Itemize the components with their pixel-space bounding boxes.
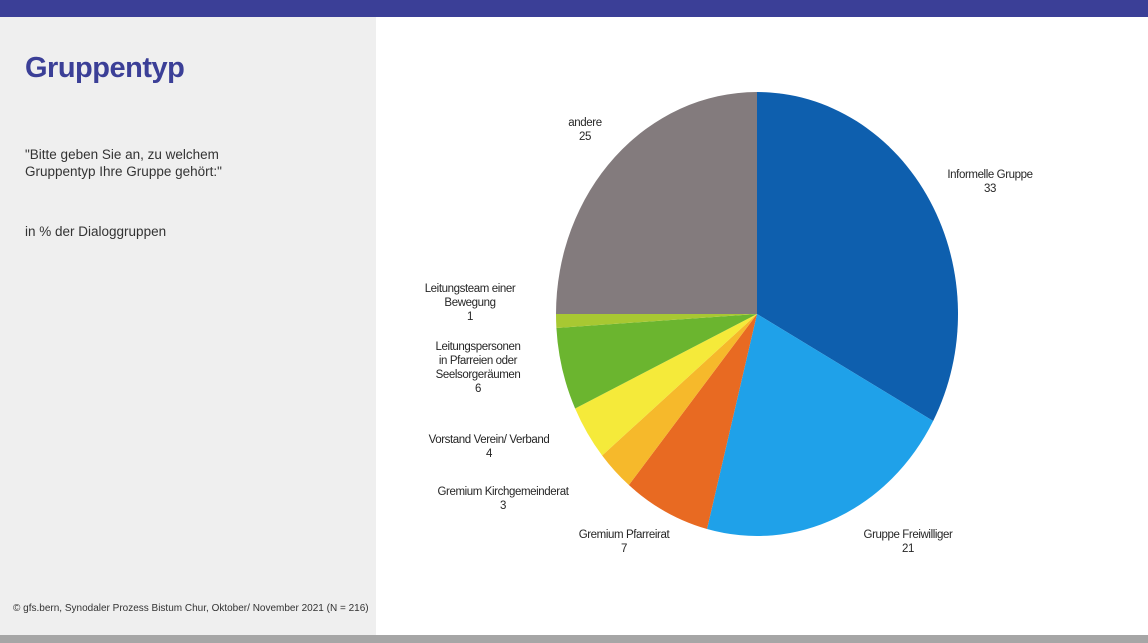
pie-slice-informelle-gruppe: [757, 92, 958, 421]
pie-slice-gremium-pfarreirat: [628, 314, 757, 530]
slice-value-informelle-gruppe: 33: [984, 183, 996, 195]
pie-slice-gruppe-freiwilliger: [707, 314, 934, 536]
slice-value-andere: 25: [579, 131, 591, 143]
slice-label-leitungsteam-einer-bewegung: Leitungsteam einer: [425, 283, 516, 295]
slice-label-leitungsteam-einer-bewegung: Bewegung: [444, 297, 495, 309]
footer-bar: [0, 635, 1148, 643]
slice-value-gremium-kirchgemeinderat: 3: [500, 500, 506, 512]
slice-value-gremium-pfarreirat: 7: [621, 543, 627, 555]
unit-note: in % der Dialoggruppen: [25, 224, 167, 239]
slice-value-leitungsteam-einer-bewegung: 1: [467, 311, 473, 323]
slice-label-leitungspersonen-in-pfarreien-oder-seelsorger-umen: in Pfarreien oder: [439, 355, 518, 367]
slice-value-vorstand-verein-verband: 4: [486, 448, 493, 460]
slice-value-leitungspersonen-in-pfarreien-oder-seelsorger-umen: 6: [475, 383, 481, 395]
source-note: © gfs.bern, Synodaler Prozess Bistum Chu…: [13, 603, 369, 614]
pie-chart: Informelle Gruppe 33 Gruppe Freiwilliger 21…: [425, 92, 1033, 555]
side-panel: [0, 17, 376, 635]
pie-slice-gremium-kirchgemeinderat: [602, 314, 757, 486]
pie-labels: Informelle Gruppe 33 Gruppe Freiwilliger 21…: [425, 117, 1033, 555]
slice-label-vorstand-verein-verband: Vorstand Verein/ Verband: [429, 434, 550, 446]
pie-slices: [556, 92, 958, 536]
slice-label-gremium-kirchgemeinderat: Gremium Kirchgemeinderat: [437, 486, 569, 498]
slice-label-gruppe-freiwilliger: Gruppe Freiwilliger: [864, 529, 953, 541]
pie-slice-leitungsteam-einer-bewegung: [556, 314, 757, 328]
pie-slice-leitungspersonen-in-pfarreien-oder-seelsorger-umen: [556, 314, 757, 409]
pie-slice-vorstand-verein-verband: [575, 314, 757, 456]
slice-label-leitungspersonen-in-pfarreien-oder-seelsorger-umen: Seelsorgeräumen: [436, 369, 521, 381]
header-bar: [0, 0, 1148, 17]
slice-label-gremium-pfarreirat: Gremium Pfarreirat: [579, 529, 671, 541]
survey-question: "Bitte geben Sie an, zu welchem Gruppent…: [25, 147, 222, 179]
page-title: Gruppentyp: [25, 52, 185, 84]
slice-value-gruppe-freiwilliger: 21: [902, 543, 914, 555]
pie-slice-andere: [556, 92, 757, 314]
slice-label-informelle-gruppe: Informelle Gruppe: [947, 169, 1032, 181]
slice-label-leitungspersonen-in-pfarreien-oder-seelsorger-umen: Leitungspersonen: [435, 341, 520, 353]
slice-label-andere: andere: [568, 117, 601, 129]
